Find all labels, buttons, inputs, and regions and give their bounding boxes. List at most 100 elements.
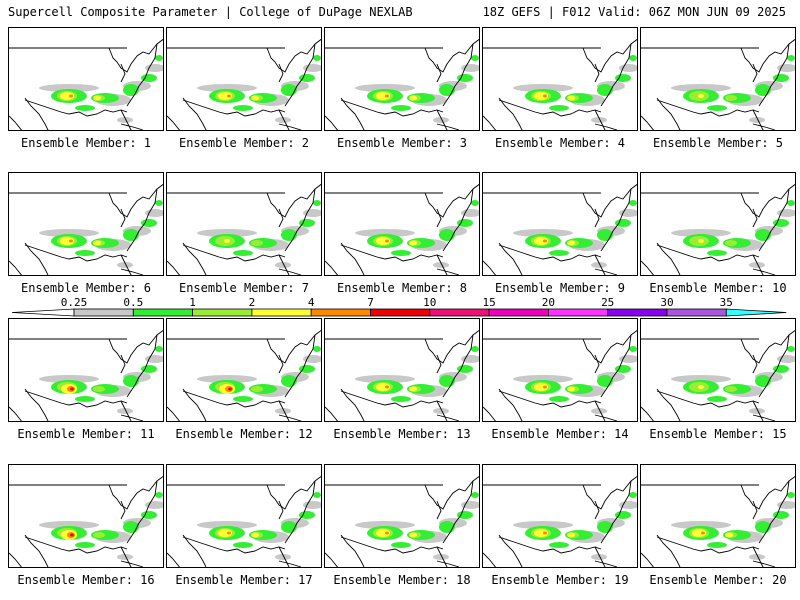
colorbar-tick-label: 35 — [720, 296, 733, 309]
scp-contour-green — [629, 492, 637, 498]
scp-contour-gray — [777, 355, 795, 363]
scp-contour-green — [629, 55, 637, 61]
map-outline — [656, 536, 760, 554]
scp-contour-orange — [227, 531, 231, 535]
scp-contour-green — [787, 492, 795, 498]
map-outline — [758, 334, 790, 398]
ensemble-map — [482, 172, 638, 276]
scp-map-plot — [641, 329, 795, 421]
scp-contour-green — [233, 396, 253, 402]
scp-contour-yellow — [698, 94, 704, 98]
map-outline — [594, 414, 618, 421]
ensemble-member-label: Ensemble Member: 7 — [178, 281, 310, 295]
ensemble-member-label: Ensemble Member: 1 — [20, 136, 152, 150]
map-outline — [182, 536, 286, 554]
scp-contour-yellow — [698, 239, 704, 243]
scp-contour-green — [75, 105, 95, 111]
map-outline — [24, 534, 49, 567]
scp-contour-gray — [671, 229, 731, 237]
scp-contour-gray — [591, 117, 607, 123]
scp-contour-gray — [355, 229, 415, 237]
scp-contour-yellow — [93, 95, 101, 101]
scp-contour-green — [457, 219, 473, 227]
colorbar-tick-label: 1 — [189, 296, 196, 309]
scp-contour-gray — [39, 375, 99, 383]
scp-map-plot — [325, 329, 479, 421]
map-outline — [340, 390, 444, 408]
colorbar-legend: 0.25 0.5 1 2 4 7 10 15 20 25 30 35 — [11, 296, 787, 317]
scp-contour-orange — [385, 385, 389, 389]
scp-contour-gray — [619, 64, 637, 72]
map-outline — [340, 388, 365, 421]
map-outline — [758, 480, 790, 544]
map-outline — [126, 480, 158, 544]
scp-contour-green — [75, 250, 95, 256]
ensemble-member-label: Ensemble Member: 15 — [649, 427, 787, 441]
scp-contour-green — [155, 492, 163, 498]
scp-contour-green — [299, 74, 315, 82]
map-outline — [436, 546, 448, 567]
scp-contour-gray — [433, 408, 449, 414]
map-outline — [424, 38, 479, 73]
scp-contour-gray — [461, 209, 479, 217]
scp-contour-gray — [777, 209, 795, 217]
scp-map-plot — [641, 38, 795, 130]
scp-contour-lime — [725, 240, 737, 246]
map-outline — [582, 183, 637, 218]
ensemble-map — [640, 27, 796, 131]
scp-contour-gray — [197, 375, 257, 383]
scp-map-plot — [9, 329, 163, 421]
map-outline — [641, 552, 654, 567]
map-outline — [483, 260, 496, 275]
ensemble-map — [166, 464, 322, 568]
colorbar-below-triangle — [11, 308, 75, 317]
scp-contour-green — [313, 492, 321, 498]
scp-contour-gray — [619, 209, 637, 217]
scp-contour-lime — [93, 532, 105, 538]
map-outline — [120, 109, 132, 130]
scp-contour-gray — [591, 554, 607, 560]
map-outline — [167, 552, 180, 567]
scp-contour-lime — [725, 386, 737, 392]
scp-contour-gray — [671, 84, 731, 92]
scp-contour-gray — [275, 554, 291, 560]
map-outline — [436, 414, 460, 421]
scp-contour-green — [457, 511, 473, 519]
map-outline — [498, 536, 602, 554]
map-outline — [167, 406, 180, 421]
ensemble-member-label: Ensemble Member: 8 — [336, 281, 468, 295]
map-outline — [120, 414, 144, 421]
map-outline — [120, 560, 144, 567]
map-outline — [325, 552, 338, 567]
scp-contour-green — [773, 74, 789, 82]
map-outline — [436, 123, 460, 130]
scp-contour-green — [391, 542, 411, 548]
scp-contour-green — [313, 346, 321, 352]
scp-contour-gray — [355, 84, 415, 92]
scp-contour-gray — [145, 355, 163, 363]
map-outline — [120, 546, 132, 567]
scp-contour-green — [313, 55, 321, 61]
colorbar-tick-label: 15 — [482, 296, 495, 309]
colorbar-tick-label: 0.25 — [61, 296, 88, 309]
map-outline — [752, 546, 764, 567]
colorbar-tick-label: 30 — [660, 296, 673, 309]
scp-contour-orange — [543, 239, 547, 243]
scp-contour-green — [141, 511, 157, 519]
scp-contour-orange — [69, 94, 73, 98]
map-outline — [740, 475, 795, 510]
scp-map-plot — [167, 183, 321, 275]
scp-map-plot — [483, 183, 637, 275]
scp-contour-gray — [749, 262, 765, 268]
ensemble-member-label: Ensemble Member: 4 — [494, 136, 626, 150]
scp-contour-gray — [275, 117, 291, 123]
map-outline — [656, 242, 681, 275]
scp-contour-green — [313, 200, 321, 206]
scp-contour-gray — [145, 64, 163, 72]
page-title: Supercell Composite Parameter | College … — [8, 5, 413, 19]
colorbar-tick-label: 7 — [367, 296, 374, 309]
scp-contour-yellow — [567, 386, 575, 392]
map-outline — [340, 534, 365, 567]
map-outline — [340, 244, 444, 262]
scp-contour-yellow — [409, 95, 417, 101]
